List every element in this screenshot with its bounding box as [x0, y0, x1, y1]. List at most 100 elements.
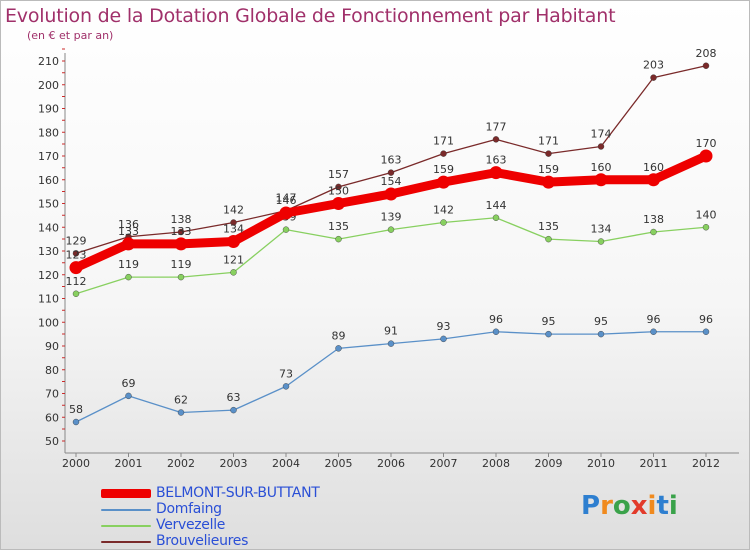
legend-label: Brouvelieures: [156, 533, 249, 549]
data-label: 134: [223, 223, 244, 236]
y-tick-label: 170: [38, 150, 59, 163]
data-point: [440, 335, 447, 343]
y-tick-label: 50: [45, 435, 59, 448]
x-tick-label: 2003: [220, 457, 248, 470]
x-tick-label: 2000: [62, 457, 90, 470]
logo-letter: x: [630, 491, 648, 521]
data-label: 177: [486, 120, 507, 133]
data-label: 147: [276, 192, 297, 205]
data-label: 96: [489, 313, 503, 326]
data-label: 73: [279, 367, 293, 380]
legend-swatch: [101, 541, 151, 543]
data-label: 95: [594, 315, 608, 328]
data-label: 138: [643, 213, 664, 226]
data-point: [69, 261, 83, 275]
data-point: [702, 328, 710, 335]
data-label: 91: [384, 325, 398, 338]
data-label: 154: [381, 175, 402, 188]
y-tick-label: 90: [45, 340, 59, 353]
data-label: 138: [171, 213, 192, 226]
data-label: 95: [542, 315, 556, 328]
data-label: 63: [227, 391, 241, 404]
data-point: [489, 166, 503, 180]
data-label: 89: [332, 329, 346, 342]
x-tick-label: 2002: [167, 457, 195, 470]
x-tick-label: 2006: [377, 457, 405, 470]
data-point: [542, 175, 555, 189]
logo-letter: o: [612, 491, 631, 521]
data-label: 136: [118, 218, 139, 231]
y-tick-label: 70: [45, 388, 59, 401]
y-tick-label: 60: [45, 411, 59, 424]
data-point: [492, 136, 500, 143]
x-tick-label: 2005: [325, 457, 353, 470]
y-tick-label: 150: [38, 198, 59, 211]
x-tick-label: 2007: [430, 457, 458, 470]
data-point: [650, 228, 657, 236]
y-tick-label: 210: [38, 55, 59, 68]
data-point: [597, 143, 605, 150]
proxiti-logo: Proxiti: [581, 491, 678, 521]
data-label: 142: [433, 204, 454, 217]
data-point: [440, 150, 447, 157]
x-tick-label: 2011: [640, 457, 668, 470]
y-tick-label: 120: [38, 269, 59, 282]
data-point: [177, 273, 185, 281]
data-label: 150: [328, 185, 349, 198]
data-label: 160: [591, 161, 612, 174]
logo-letter: r: [600, 491, 613, 521]
data-point: [335, 183, 342, 191]
data-point: [387, 340, 395, 347]
data-point: [177, 228, 185, 236]
data-label: 140: [696, 208, 717, 221]
data-label: 146: [276, 194, 297, 207]
data-label: 133: [171, 225, 192, 238]
data-label: 119: [118, 258, 139, 271]
data-label: 134: [591, 223, 612, 236]
data-point: [492, 328, 500, 335]
data-label: 157: [328, 168, 349, 181]
data-label: 139: [381, 211, 402, 224]
data-label: 93: [437, 320, 451, 333]
data-point: [650, 328, 657, 335]
chart-subtitle: (en € et par an): [27, 29, 114, 42]
data-point: [597, 238, 605, 245]
data-point: [387, 226, 395, 233]
y-tick-label: 160: [38, 174, 59, 187]
data-point: [335, 345, 342, 352]
y-tick-label: 110: [38, 293, 59, 306]
logo-letter: i: [647, 491, 657, 521]
data-label: 112: [66, 275, 87, 288]
data-point: [230, 269, 237, 276]
legend-swatch: [101, 509, 151, 511]
data-point: [332, 197, 345, 210]
data-label: 170: [696, 137, 717, 150]
y-tick-label: 200: [38, 79, 59, 92]
logo-letter: t: [656, 491, 669, 521]
data-point: [545, 150, 552, 157]
legend-swatch: [101, 489, 151, 498]
data-point: [492, 214, 500, 221]
data-label: 96: [699, 313, 713, 326]
data-point: [279, 206, 293, 220]
x-tick-label: 2004: [272, 457, 300, 470]
data-label: 163: [486, 154, 507, 167]
data-point: [335, 235, 342, 243]
x-tick-label: 2008: [482, 457, 510, 470]
data-point: [545, 235, 552, 243]
data-point: [72, 418, 80, 426]
y-tick-label: 140: [38, 221, 59, 234]
data-label: 123: [66, 249, 87, 262]
data-label: 203: [643, 59, 664, 72]
data-label: 119: [171, 258, 192, 271]
data-point: [230, 406, 237, 414]
data-label: 171: [433, 135, 454, 148]
data-point: [282, 226, 290, 233]
logo-letter: i: [668, 491, 678, 521]
data-point: [440, 219, 447, 226]
data-point: [125, 273, 132, 281]
legend-swatch: [101, 525, 151, 527]
data-label: 135: [538, 220, 559, 233]
